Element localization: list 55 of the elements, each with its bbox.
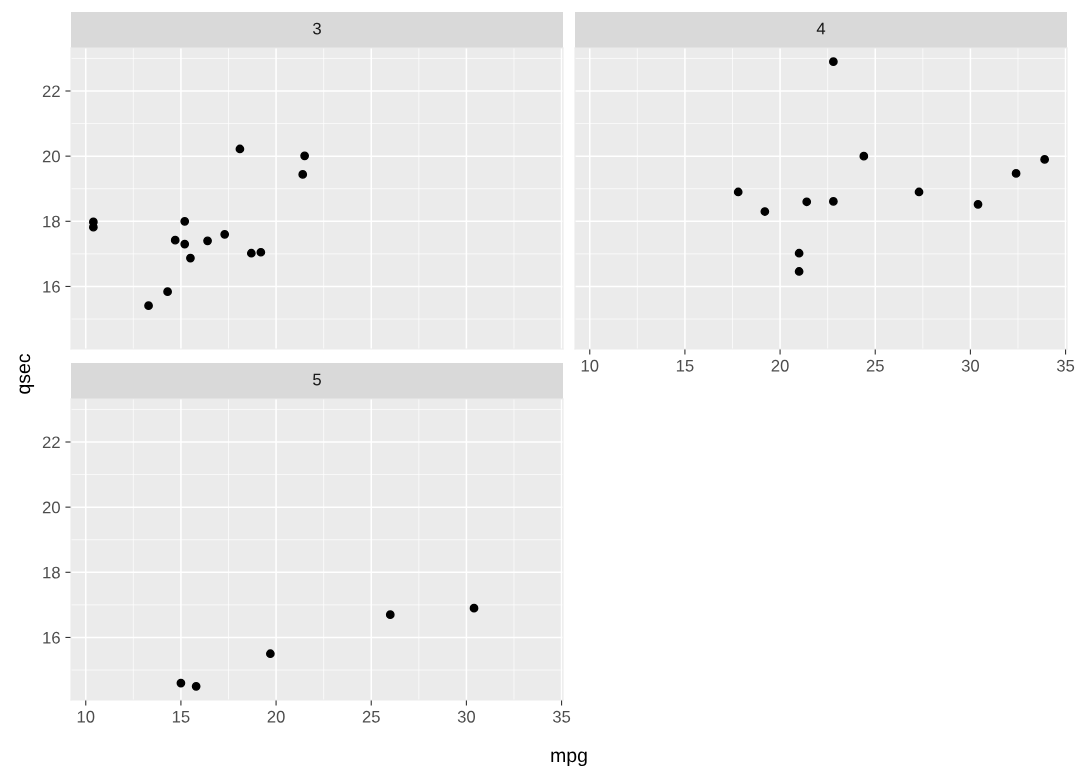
point: [170, 235, 180, 245]
point: [829, 197, 838, 206]
point: [385, 610, 395, 620]
point: [180, 216, 190, 226]
point: [794, 267, 804, 276]
y-axis-title: qsec: [19, 353, 35, 394]
y-tick-label: 20: [42, 501, 60, 514]
point: [265, 649, 275, 659]
chart-title: 3: [313, 22, 321, 35]
x-tick-label: 10: [77, 710, 95, 723]
point: [235, 144, 245, 154]
x-tick-label: 25: [362, 710, 380, 723]
x-tick-label: 35: [552, 710, 571, 723]
x-tick-label: 25: [866, 359, 884, 372]
point: [246, 248, 256, 258]
point: [298, 170, 308, 179]
point: [914, 187, 924, 197]
chart-title: 4: [816, 22, 826, 35]
point: [203, 236, 212, 246]
point: [186, 253, 195, 263]
y-tick-label: 16: [43, 631, 60, 644]
x-tick-label: 15: [676, 360, 694, 372]
y-tick-label: 16: [43, 280, 60, 293]
point: [180, 239, 190, 249]
point: [794, 248, 804, 258]
x-tick-label: 10: [581, 359, 599, 372]
x-tick-label: 30: [457, 710, 476, 723]
chart-title: 5: [313, 373, 321, 386]
point: [733, 187, 743, 197]
point: [829, 57, 838, 67]
y-tick-label: 22: [42, 85, 60, 98]
point: [469, 603, 479, 613]
y-tick-label: 22: [42, 436, 60, 449]
point: [1040, 155, 1050, 164]
y-tick-label: 18: [43, 215, 60, 228]
x-tick-label: 15: [172, 711, 190, 723]
point: [144, 301, 153, 311]
point: [300, 151, 309, 161]
point: [176, 678, 186, 688]
point: [973, 199, 983, 209]
point: [220, 229, 230, 239]
x-tick-label: 20: [267, 710, 285, 723]
point: [760, 207, 770, 216]
y-tick-label: 20: [42, 150, 60, 163]
point: [1011, 169, 1021, 178]
y-tick-label: 18: [43, 566, 60, 579]
x-tick-label: 20: [771, 359, 789, 372]
point: [163, 287, 172, 297]
point: [256, 247, 266, 257]
x-axis-title: mpg: [551, 751, 587, 767]
x-tick-label: 30: [961, 359, 980, 372]
point: [859, 151, 869, 161]
point: [802, 197, 812, 207]
point: [191, 681, 201, 691]
x-tick-label: 35: [1056, 359, 1075, 372]
